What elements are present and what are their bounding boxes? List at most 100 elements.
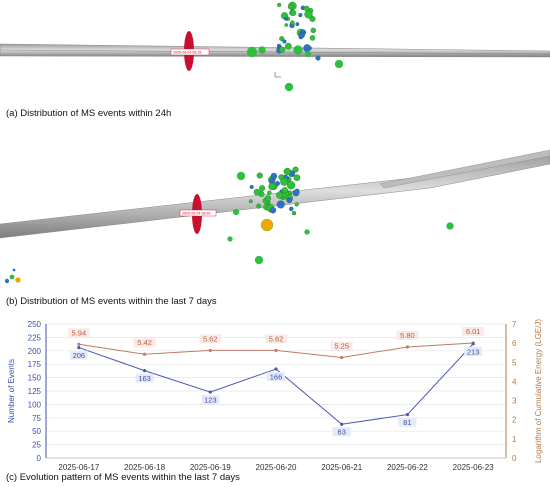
left-tick-label: 100 xyxy=(28,400,42,409)
left-tick-label: 125 xyxy=(28,387,42,396)
energy-label-bg xyxy=(396,330,419,340)
face-timestamp-label: 2025-06-24 08:28 xyxy=(173,51,201,55)
caption-c: (c) Evolution pattern of MS events withi… xyxy=(6,472,240,483)
ms-event-sphere xyxy=(246,46,258,58)
x-tick-label: 2025-06-19 xyxy=(190,463,231,472)
ms-event-sphere xyxy=(254,255,264,265)
grid-lines xyxy=(45,323,507,459)
ms-event-sphere xyxy=(286,197,293,204)
energy-label-bg xyxy=(199,334,222,344)
ms-event-sphere xyxy=(269,178,275,184)
events-data-label: 163 xyxy=(138,374,151,383)
right-tick-label: 3 xyxy=(512,397,517,406)
left-tick-label: 25 xyxy=(32,441,41,450)
ms-event-sphere xyxy=(268,182,276,191)
ms-event-sphere xyxy=(260,218,274,232)
events-series-line xyxy=(78,343,474,425)
energy-label-bg xyxy=(265,334,287,344)
left-tick-label: 150 xyxy=(28,374,42,383)
ms-event-spheres-24h xyxy=(246,1,344,92)
ms-event-sphere xyxy=(232,208,240,216)
energy-point xyxy=(340,355,344,360)
events-point xyxy=(77,345,81,350)
x-axis-ticks: 2025-06-17 2025-06-18 2025-06-19 2025-06-20… xyxy=(58,463,494,472)
ms-event-sphere xyxy=(304,10,313,19)
left-tick-label: 0 xyxy=(37,454,42,463)
events-label-bg xyxy=(69,350,88,360)
ms-event-sphere xyxy=(304,229,310,235)
ms-event-sphere xyxy=(315,55,321,61)
series-layer: 5.94 5.42 5.62 5.62 5.25 5.80 6.01 206 163 123 166… xyxy=(67,326,485,437)
events-data-label: 81 xyxy=(403,418,411,427)
energy-point xyxy=(405,345,410,349)
ms-event-sphere xyxy=(286,181,296,190)
events-label-bg xyxy=(267,372,285,382)
ms-event-sphere xyxy=(275,181,280,186)
y2-axis-label: Logarithm of Cumulative Energy (LGE/J) xyxy=(534,319,543,463)
ms-event-sphere xyxy=(264,195,272,202)
ms-event-sphere xyxy=(295,22,300,27)
right-tick-label: 7 xyxy=(512,320,517,329)
events-data-label: 123 xyxy=(204,396,217,405)
ms-event-sphere xyxy=(298,13,303,18)
events-point xyxy=(340,422,344,426)
orientation-axes xyxy=(274,72,281,78)
ms-event-sphere xyxy=(287,4,294,10)
left-tick-label: 75 xyxy=(32,414,41,423)
events-point xyxy=(405,412,410,417)
events-label-bg xyxy=(464,346,483,356)
ms-event-sphere xyxy=(249,184,254,189)
x-tick-label: 2025-06-18 xyxy=(124,463,165,472)
ms-event-sphere xyxy=(281,187,288,194)
ms-event-sphere xyxy=(282,39,287,44)
ms-event-sphere xyxy=(279,36,285,42)
ms-event-sphere xyxy=(277,2,282,7)
ms-event-sphere xyxy=(303,5,310,12)
y-axis-label: Number of Events xyxy=(7,359,16,423)
ms-event-sphere xyxy=(284,82,294,92)
energy-label-bg xyxy=(133,338,156,348)
ms-event-sphere xyxy=(293,174,301,181)
energy-data-label: 5.42 xyxy=(137,338,152,347)
right-tick-label: 5 xyxy=(512,358,517,367)
ms-event-sphere xyxy=(278,46,286,53)
right-tick-label: 0 xyxy=(512,454,517,463)
energy-data-label: 5.62 xyxy=(203,334,218,343)
ms-event-sphere xyxy=(298,31,305,39)
ms-event-spheres-7day xyxy=(227,166,454,265)
ms-event-sphere xyxy=(258,46,266,54)
events-data-label: 213 xyxy=(467,347,480,356)
x-tick-label: 2025-06-17 xyxy=(58,463,99,472)
ms-event-sphere xyxy=(259,185,266,192)
events-data-label: 206 xyxy=(73,351,86,360)
tunnel-scene-7day: 2025-06-24 08:28 xyxy=(0,149,550,284)
events-label-bg xyxy=(201,395,220,405)
energy-data-label: 5.94 xyxy=(72,328,87,337)
left-tick-label: 250 xyxy=(28,320,42,329)
ms-distribution-7day-view: 2025-06-24 08:28 xyxy=(0,140,550,292)
ms-event-sphere xyxy=(293,45,303,55)
caption-b: (b) Distribution of MS events within the… xyxy=(6,296,217,307)
ms-event-sphere xyxy=(236,171,246,181)
ms-event-sphere xyxy=(284,17,288,21)
ms-distribution-24h-view: 2025-06-24 08:28 xyxy=(0,0,550,95)
ms-event-sphere xyxy=(283,167,292,176)
left-tick-label: 175 xyxy=(28,360,42,369)
ms-event-sphere xyxy=(292,189,300,197)
roadway-tunnel xyxy=(0,151,550,239)
events-point xyxy=(274,367,278,371)
ms-event-sphere xyxy=(270,172,278,180)
events-point xyxy=(142,369,147,373)
ms-event-sphere xyxy=(276,200,285,209)
ms-event-sphere xyxy=(269,207,277,214)
x-tick-label: 2025-06-21 xyxy=(321,463,362,472)
right-axis-ticks: 0 1 2 3 4 5 6 7 xyxy=(512,320,517,463)
energy-data-label: 5.62 xyxy=(269,334,284,343)
energy-data-label: 6.01 xyxy=(466,327,481,336)
left-tick-label: 225 xyxy=(28,333,42,342)
events-label-bg xyxy=(332,427,351,437)
ms-event-sphere xyxy=(280,177,289,186)
energy-point xyxy=(208,348,212,353)
right-tick-label: 4 xyxy=(512,377,517,386)
